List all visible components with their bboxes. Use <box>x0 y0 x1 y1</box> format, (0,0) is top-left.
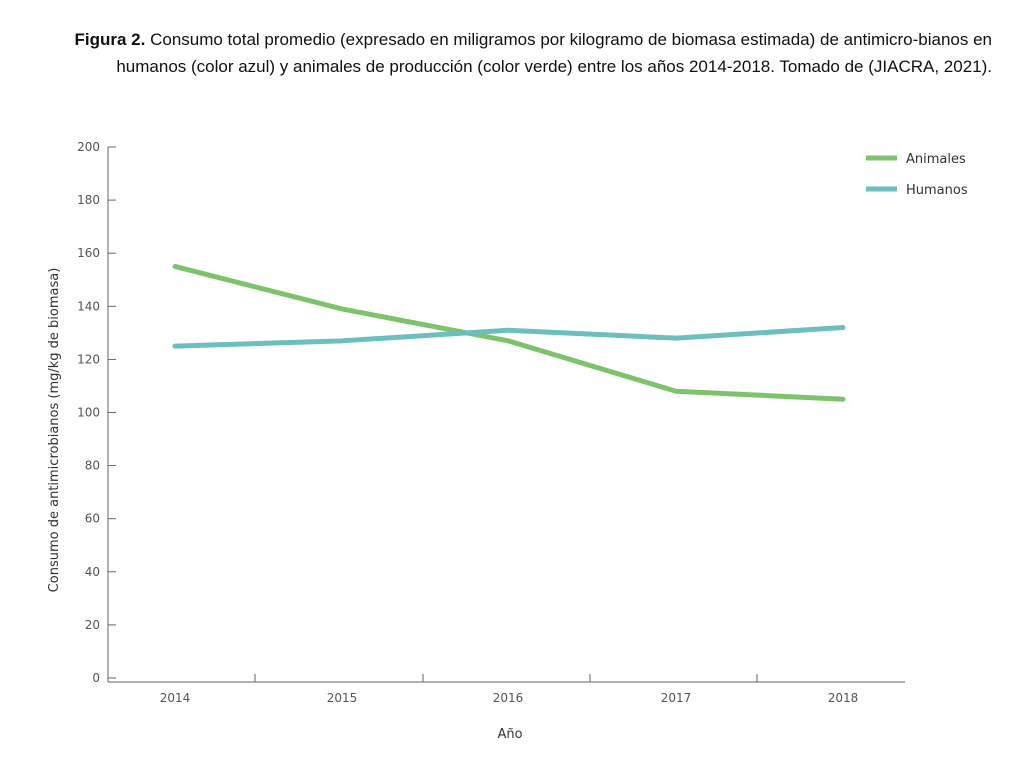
figure-caption: Figura 2. Consumo total promedio (expres… <box>32 26 993 80</box>
legend-label: Animales <box>906 152 966 167</box>
y-tick-label: 60 <box>85 512 100 526</box>
y-tick-label: 160 <box>77 246 100 260</box>
y-tick-label: 120 <box>77 352 100 366</box>
x-tick-label: 2017 <box>661 691 692 705</box>
y-axis-label: Consumo de antimicrobianos (mg/kg de bio… <box>47 268 62 593</box>
x-tick-label: 2016 <box>493 691 524 705</box>
y-tick-label: 40 <box>85 565 100 579</box>
y-tick-label: 140 <box>77 299 100 313</box>
y-tick-label: 80 <box>85 459 100 473</box>
y-tick-label: 0 <box>92 671 100 685</box>
x-axis-label: Año <box>497 727 522 742</box>
y-tick-label: 180 <box>77 193 100 207</box>
caption-label: Figura 2. <box>74 30 146 49</box>
x-tick-label: 2018 <box>828 691 859 705</box>
x-tick-label: 2015 <box>327 691 358 705</box>
caption-text: Consumo total promedio (expresado en mil… <box>116 30 992 76</box>
y-tick-label: 20 <box>85 618 100 632</box>
y-tick-label: 100 <box>77 406 100 420</box>
legend-label: Humanos <box>906 183 968 198</box>
x-tick-label: 2014 <box>160 691 191 705</box>
y-tick-label: 200 <box>77 140 100 154</box>
